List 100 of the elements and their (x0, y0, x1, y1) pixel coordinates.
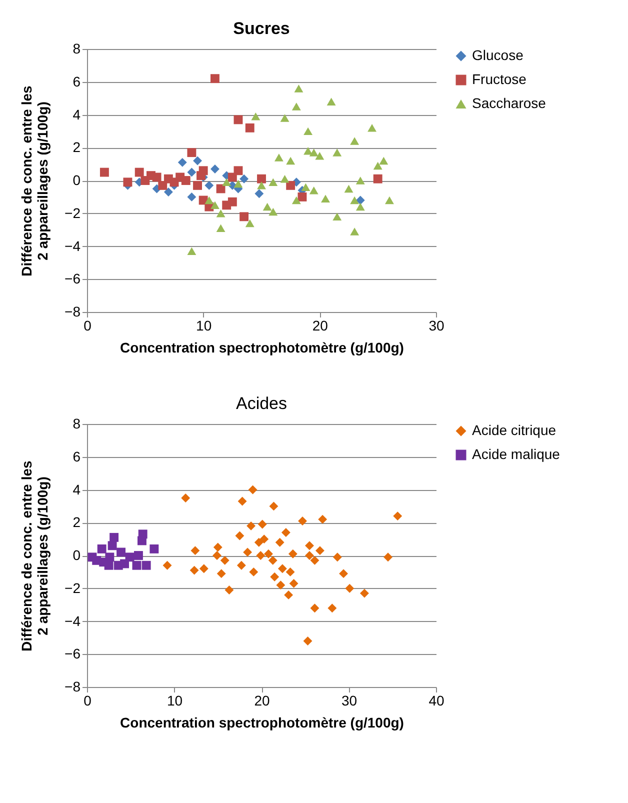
point (210, 74, 220, 84)
point (181, 176, 190, 185)
point (350, 228, 360, 236)
point (238, 496, 247, 506)
point (114, 560, 123, 570)
x-tick-label: 20 (254, 692, 270, 708)
point (240, 174, 249, 184)
x-axis-title: Concentration spectrophotomètre (g/100g) (120, 714, 404, 730)
point (262, 202, 272, 211)
point (249, 567, 258, 576)
point (393, 512, 402, 521)
point (190, 546, 200, 556)
point (134, 551, 143, 560)
point (298, 516, 307, 526)
point (142, 560, 151, 570)
point (196, 171, 206, 180)
point (303, 636, 312, 646)
point (245, 123, 254, 132)
y-tick-label: −6 (64, 270, 81, 287)
y-tick-label: −2 (64, 580, 81, 596)
x-tick-label: 30 (428, 318, 444, 334)
y-axis-title: Différence de conc. entre les 2 appareillages (g/100g) (18, 460, 51, 652)
point (345, 584, 354, 593)
point (234, 180, 243, 188)
point (281, 528, 290, 537)
point (310, 556, 320, 565)
point (268, 556, 278, 565)
point (216, 569, 226, 578)
point (97, 544, 106, 554)
point (289, 578, 298, 588)
point (356, 202, 365, 211)
point (350, 196, 360, 204)
y-tick-label: 2 (72, 514, 81, 530)
chart-title: Sucres (233, 19, 290, 38)
point (328, 604, 337, 613)
point (210, 201, 220, 210)
x-tick-label: 40 (428, 692, 444, 708)
point (134, 168, 144, 177)
point (228, 172, 237, 182)
point (216, 184, 226, 194)
point (356, 196, 365, 205)
point (278, 564, 287, 574)
point (216, 224, 226, 232)
point (187, 148, 196, 158)
point (260, 534, 269, 544)
point (116, 548, 126, 557)
point (332, 212, 342, 221)
point (304, 127, 313, 136)
point (132, 560, 142, 570)
point (373, 174, 382, 184)
point (210, 164, 220, 174)
point (360, 588, 369, 598)
point (344, 184, 354, 193)
point (356, 176, 365, 184)
y-tick-label: −4 (64, 238, 81, 254)
point (286, 156, 296, 165)
point (92, 556, 102, 565)
point (220, 556, 230, 565)
y-tick-label: −8 (64, 304, 81, 320)
point (224, 586, 234, 594)
point (280, 174, 290, 183)
x-tick-label: 0 (84, 318, 92, 334)
y-tick-label: 0 (72, 547, 81, 563)
point (240, 212, 249, 222)
point (269, 502, 278, 511)
point (286, 567, 295, 576)
point (318, 514, 328, 524)
point (236, 560, 246, 570)
point (216, 210, 226, 218)
point (178, 158, 187, 167)
point (162, 560, 172, 570)
point (350, 137, 360, 145)
point (123, 178, 132, 187)
point (292, 196, 301, 204)
point (305, 541, 314, 550)
point (268, 208, 278, 216)
point (204, 196, 214, 204)
y-tick-label: 4 (72, 481, 81, 498)
y-tick-label: 6 (72, 448, 81, 464)
point (228, 197, 237, 206)
point (246, 521, 256, 530)
point (275, 538, 284, 547)
point (100, 168, 109, 177)
x-axis-title: Concentration spectrophotomètre (g/100g) (120, 340, 404, 356)
point (326, 98, 336, 106)
point (164, 188, 173, 196)
point (245, 219, 254, 228)
point (150, 544, 159, 554)
point (268, 178, 278, 186)
point (288, 549, 298, 558)
x-tick-label: 0 (84, 692, 92, 708)
legend-label: Acide citrique (472, 422, 556, 438)
point (332, 148, 342, 156)
y-tick-label: −6 (64, 646, 81, 662)
point (152, 172, 162, 182)
point (301, 183, 310, 191)
point (204, 180, 214, 190)
x-tick-label: 30 (341, 692, 358, 708)
x-tick-label: 10 (196, 318, 212, 334)
point (284, 590, 294, 600)
